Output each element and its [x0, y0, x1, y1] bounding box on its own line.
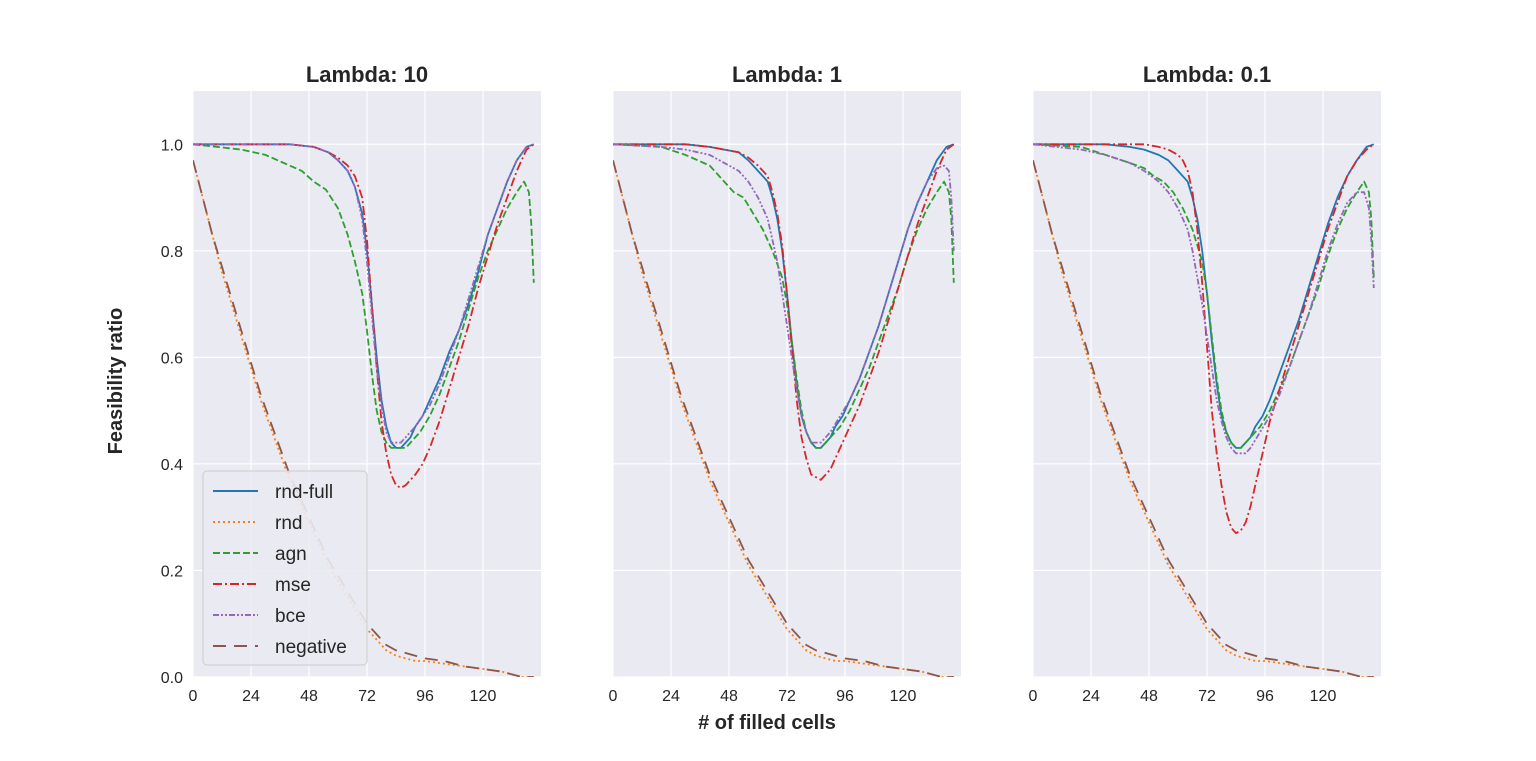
series-line-agn	[1033, 143, 1375, 449]
x-tick-label: 24	[1082, 688, 1100, 705]
panel-3: Lambda: 0.1 0 24 48 72 96 120	[1029, 62, 1381, 705]
x-tick-label: 48	[1140, 688, 1158, 705]
x-tick-label: 72	[1198, 688, 1216, 705]
series-line-rnd-full	[193, 143, 535, 449]
series-line-mse	[613, 143, 955, 481]
x-tick-label: 120	[1310, 688, 1337, 705]
panel-title: Lambda: 0.1	[1143, 62, 1271, 87]
x-tick-label: 96	[836, 688, 854, 705]
y-tick-label: 1.0	[161, 137, 183, 154]
series-line-rnd	[1033, 160, 1374, 677]
x-tick-label: 24	[662, 688, 680, 705]
legend-label: rnd	[275, 513, 302, 534]
legend-label: rnd-full	[275, 482, 333, 503]
y-tick-label: 0.8	[161, 244, 183, 261]
legend: rnd-full rnd agn mse bce negative	[202, 470, 368, 666]
y-axis-label: Feasibility ratio	[105, 308, 127, 455]
legend-label: negative	[275, 637, 347, 658]
x-tick-label: 24	[242, 688, 260, 705]
series-line-mse	[193, 143, 535, 489]
legend-label: bce	[275, 606, 306, 627]
x-tick-label: 120	[470, 688, 497, 705]
series-line-mse	[1033, 143, 1375, 535]
panel-title: Lambda: 1	[732, 62, 842, 87]
x-tick-label: 48	[720, 688, 738, 705]
y-tick-label: 0.0	[161, 670, 183, 687]
legend-box	[202, 470, 368, 666]
series-line-rnd-full	[1033, 143, 1375, 449]
panel-2: Lambda: 1 0 24 48 72 96 120	[609, 62, 961, 705]
legend-label: agn	[275, 544, 307, 565]
series-line-agn	[193, 143, 535, 449]
series-line-negative	[613, 160, 954, 677]
x-axis-label: # of filled cells	[698, 712, 836, 734]
series-line-rnd	[613, 160, 954, 677]
series-line-bce	[193, 143, 535, 444]
series-line-negative	[1033, 160, 1374, 677]
y-tick-label: 0.4	[161, 457, 183, 474]
y-tick-label: 0.6	[161, 350, 183, 367]
legend-label: mse	[275, 575, 311, 596]
y-tick-label: 0.2	[161, 563, 183, 580]
panels: Lambda: 100 24 48 72 96 1200.00.20.40.60.81.0…	[161, 62, 1381, 705]
series-line-agn	[613, 143, 955, 449]
x-tick-label: 0	[189, 688, 198, 705]
series-line-bce	[613, 143, 955, 444]
x-tick-label: 96	[416, 688, 434, 705]
x-tick-label: 48	[300, 688, 318, 705]
x-tick-label: 0	[1029, 688, 1038, 705]
x-tick-label: 120	[890, 688, 917, 705]
x-tick-label: 72	[778, 688, 796, 705]
series-line-bce	[1033, 143, 1375, 455]
panel-title: Lambda: 10	[306, 62, 428, 87]
x-tick-label: 96	[1256, 688, 1274, 705]
x-tick-label: 72	[358, 688, 376, 705]
x-tick-label: 0	[609, 688, 618, 705]
